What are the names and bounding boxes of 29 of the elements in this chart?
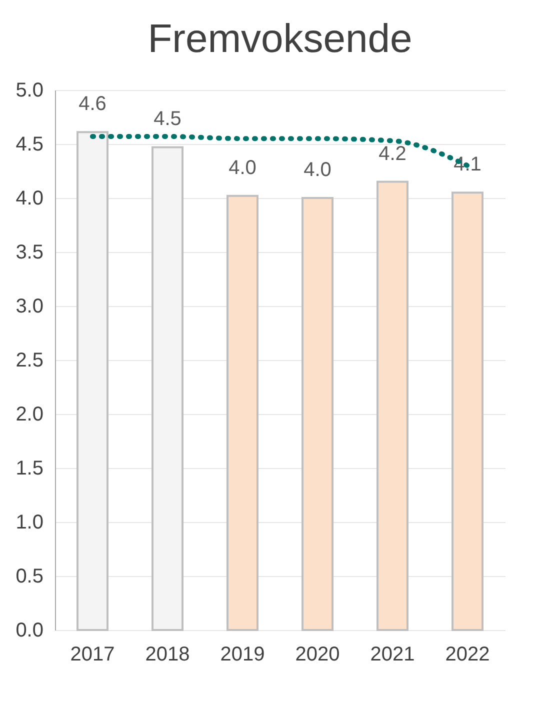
bar (302, 197, 334, 631)
y-tick-label: 4.0 (16, 188, 44, 210)
bar (76, 131, 108, 631)
data-label: 4.2 (378, 142, 406, 165)
y-tick-label: 0.5 (16, 566, 44, 588)
x-tick-label: 2020 (295, 644, 340, 666)
bar (376, 180, 408, 631)
y-tick-label: 0.0 (16, 620, 44, 642)
y-tick-label: 3.0 (16, 296, 44, 318)
y-tick-label: 1.5 (16, 458, 44, 480)
data-label: 4.6 (78, 93, 106, 116)
y-tick-label: 1.0 (16, 512, 44, 534)
bar (226, 194, 258, 631)
data-label: 4.0 (304, 159, 332, 181)
data-label: 4.0 (228, 156, 256, 179)
y-tick-label: 4.5 (16, 134, 44, 156)
y-tick-label: 3.5 (16, 242, 44, 264)
y-tick-label: 5.0 (16, 80, 44, 102)
data-label: 4.5 (154, 108, 182, 130)
x-tick-label: 2017 (70, 644, 115, 666)
x-tick-label: 2022 (445, 644, 490, 666)
x-tick-label: 2019 (220, 644, 265, 666)
chart-title: Fremvoksende (148, 17, 412, 61)
bar (152, 146, 184, 631)
x-tick-label: 2021 (370, 644, 415, 666)
y-tick-label: 2.0 (16, 404, 44, 426)
y-tick-label: 2.5 (16, 350, 44, 372)
bar (452, 192, 484, 631)
x-tick-label: 2018 (145, 644, 190, 666)
